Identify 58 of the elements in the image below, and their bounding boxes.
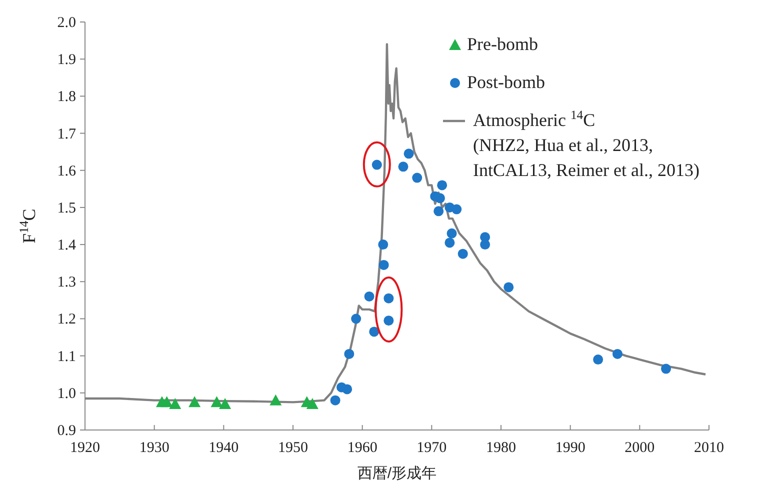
point <box>404 148 414 159</box>
point <box>160 396 173 408</box>
point <box>369 326 380 337</box>
y-tick-label: 2.0 <box>57 15 76 31</box>
point <box>210 396 223 408</box>
y-tick-label: 1.1 <box>57 348 76 365</box>
point <box>612 348 622 359</box>
point <box>434 193 445 204</box>
point <box>270 394 282 406</box>
point <box>219 398 232 410</box>
y-tick-label: 1.2 <box>57 312 76 328</box>
x-tick-label: 1950 <box>278 440 308 456</box>
y-tick-label: 0.9 <box>57 423 76 439</box>
point <box>169 398 182 410</box>
point <box>446 228 457 238</box>
x-tick-label: 1940 <box>208 440 239 456</box>
y-tick-label: 1.0 <box>57 386 76 402</box>
y-tick-label: 1.3 <box>57 274 76 291</box>
point <box>412 172 422 183</box>
point <box>378 260 389 270</box>
point <box>661 364 672 374</box>
point <box>452 204 462 214</box>
legend-label: Atmospheric $^{14}$C (NHZ2, Hua et al., 2013, IntCAL13, Reimer et al., 2013) <box>473 108 700 180</box>
point <box>437 180 448 190</box>
y-tick-label: 1.6 <box>57 163 76 180</box>
y-tick-label: 1.4 <box>57 238 76 254</box>
point <box>344 348 354 359</box>
x-tick-label: 1980 <box>486 440 516 456</box>
point <box>434 206 444 216</box>
point <box>342 384 352 394</box>
point <box>458 248 468 259</box>
point <box>504 282 514 292</box>
xlabel: 西暦/形成年 <box>357 465 437 482</box>
x-tick-label: 2010 <box>694 440 724 456</box>
point <box>188 396 201 408</box>
point <box>384 316 394 326</box>
point <box>364 291 374 302</box>
x-tick-label: 1920 <box>70 440 100 456</box>
y-tick-label: 1.8 <box>57 89 76 106</box>
point <box>330 395 340 406</box>
point <box>384 293 394 304</box>
y-tick-label: 1.7 <box>57 126 76 142</box>
point <box>593 354 604 365</box>
y-tick-label: 1.9 <box>57 52 76 68</box>
point <box>398 162 408 172</box>
point <box>480 240 490 250</box>
point <box>378 240 388 250</box>
x-tick-label: 1970 <box>416 440 447 456</box>
point <box>444 238 455 248</box>
legend-label: Post-bomb <box>467 72 546 92</box>
x-tick-label: 2000 <box>624 440 655 456</box>
x-tick-label: 1960 <box>347 440 378 456</box>
x-tick-label: 1930 <box>139 440 170 456</box>
point <box>351 314 362 324</box>
point <box>306 398 318 410</box>
legend-label: Pre-bomb <box>467 34 538 54</box>
y-tick-label: 1.5 <box>57 200 76 216</box>
x-tick-label: 1990 <box>555 440 586 456</box>
